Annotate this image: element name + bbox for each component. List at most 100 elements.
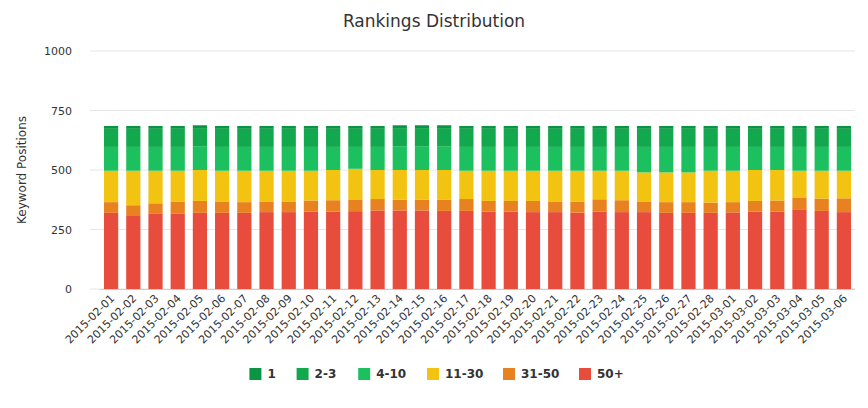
legend-swatch <box>358 368 370 380</box>
bar-segment <box>681 213 695 289</box>
bar-segment <box>815 199 829 211</box>
bar-segment <box>704 203 718 213</box>
bar-segment <box>548 126 562 129</box>
bars <box>104 125 851 289</box>
bar-segment <box>637 147 651 172</box>
y-tick-label: 750 <box>51 105 72 118</box>
bar-segment <box>681 202 695 213</box>
bar-segment <box>459 199 473 211</box>
bar-segment <box>548 147 562 171</box>
legend: 1 2-3 4-10 11-30 31-50 50+ <box>249 367 623 381</box>
legend-item[interactable]: 50+ <box>579 367 624 381</box>
bar-segment <box>526 212 540 289</box>
y-tick-label: 0 <box>65 283 72 296</box>
legend-item[interactable]: 1 <box>249 367 275 381</box>
bar-segment <box>215 171 229 202</box>
bar-segment <box>815 147 829 171</box>
grid-line <box>90 51 855 52</box>
y-tick-label: 500 <box>51 164 72 177</box>
bar-segment <box>548 201 562 212</box>
bar-segment <box>237 126 251 129</box>
bar-segment <box>704 129 718 147</box>
bar-segment <box>459 171 473 199</box>
x-tick-label: 2015-03-06 <box>796 292 850 346</box>
bar-segment <box>704 213 718 289</box>
bar-segment <box>370 210 384 289</box>
legend-item[interactable]: 2-3 <box>297 367 337 381</box>
bar-segment <box>748 147 762 170</box>
bar-segment <box>215 129 229 147</box>
bar-segment <box>259 129 273 147</box>
bar-segment <box>681 147 695 172</box>
bar-segment <box>104 126 118 129</box>
legend-label: 1 <box>267 367 275 381</box>
bar-segment <box>481 147 495 171</box>
bar-segment <box>726 129 740 147</box>
bar-segment <box>481 171 495 201</box>
bar-segment <box>415 200 429 211</box>
legend-item[interactable]: 11-30 <box>427 367 483 381</box>
bar-segment <box>215 147 229 171</box>
bar-segment <box>459 129 473 147</box>
bar-segment <box>393 170 407 200</box>
bar-segment <box>837 171 851 199</box>
bar-segment <box>526 171 540 201</box>
bar-segment <box>437 128 451 146</box>
bar-segment <box>104 147 118 171</box>
bar-segment <box>570 202 584 213</box>
bar-segment <box>659 202 673 213</box>
bar-segment <box>148 171 162 204</box>
bar-segment <box>437 146 451 170</box>
legend-label: 50+ <box>597 367 624 381</box>
bar-segment <box>570 213 584 289</box>
bar-segment <box>370 126 384 129</box>
bar-segment <box>348 200 362 211</box>
bar-segment <box>548 212 562 289</box>
bar-segment <box>193 170 207 201</box>
bar-segment <box>304 171 318 201</box>
bar-segment <box>815 129 829 147</box>
bar-segment <box>593 129 607 147</box>
bar-segment <box>171 202 185 214</box>
legend-item[interactable]: 31-50 <box>503 367 559 381</box>
bar-segment <box>393 128 407 146</box>
bar-segment <box>126 147 140 171</box>
bar-segment <box>504 201 518 212</box>
bar-segment <box>348 126 362 129</box>
bar-segment <box>726 171 740 202</box>
legend-item[interactable]: 4-10 <box>358 367 406 381</box>
bar-segment <box>459 126 473 129</box>
bar-segment <box>792 209 806 289</box>
legend-swatch <box>503 368 515 380</box>
bar-segment <box>637 212 651 289</box>
bar-segment <box>526 126 540 129</box>
bar-segment <box>726 212 740 289</box>
bar-segment <box>437 125 451 128</box>
bar-segment <box>104 213 118 289</box>
bar-segment <box>681 172 695 202</box>
bar-segment <box>370 170 384 199</box>
chart-title: Rankings Distribution <box>343 11 525 31</box>
bar-segment <box>126 129 140 147</box>
bar-segment <box>237 147 251 171</box>
bar-segment <box>393 210 407 289</box>
bar-segment <box>792 129 806 147</box>
bar-segment <box>370 199 384 210</box>
bar-segment <box>126 205 140 215</box>
bar-segment <box>704 147 718 171</box>
bar-segment <box>615 147 629 171</box>
bar-segment <box>481 212 495 289</box>
chart-container: Rankings Distribution Keyword Positions 0 2… <box>0 0 868 408</box>
y-axis-label: Keyword Positions <box>15 116 29 224</box>
bar-segment <box>304 200 318 211</box>
bar-segment <box>770 129 784 147</box>
legend-swatch <box>579 368 591 380</box>
legend-swatch <box>297 368 309 380</box>
bar-segment <box>459 211 473 289</box>
bar-segment <box>304 147 318 171</box>
legend-swatch <box>427 368 439 380</box>
bar-segment <box>481 129 495 147</box>
bar-segment <box>593 126 607 129</box>
bar-segment <box>326 129 340 147</box>
bar-segment <box>393 146 407 170</box>
